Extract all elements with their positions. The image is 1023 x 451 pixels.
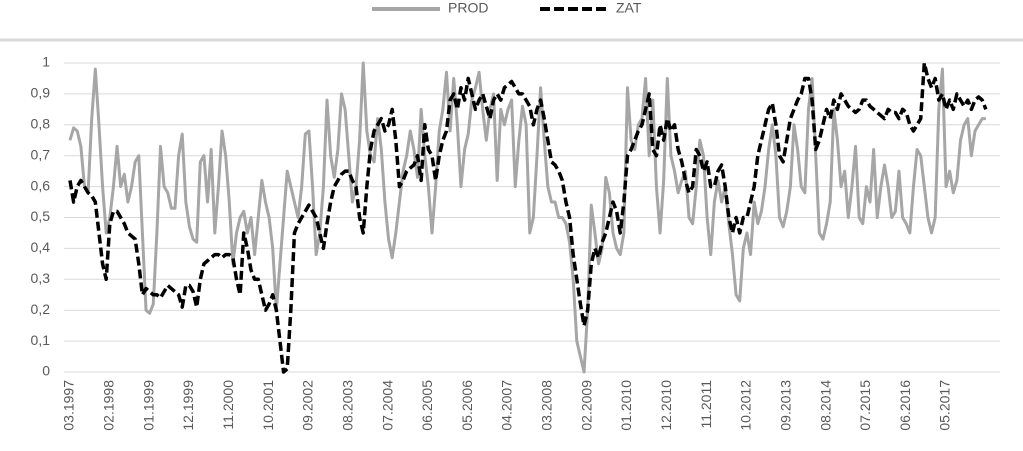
x-tick-label: 01.1999	[140, 380, 156, 431]
x-tick-label: 07.2015	[857, 380, 873, 431]
x-tick-label: 08.2014	[817, 380, 833, 431]
x-tick-label: 01.2010	[618, 380, 634, 431]
x-tick-label: 11.2000	[220, 380, 236, 430]
x-tick-label: 10.2012	[738, 380, 754, 431]
x-tick-label: 03.2008	[539, 380, 555, 431]
y-tick-label: 0,6	[31, 177, 51, 193]
series-line	[68, 61, 988, 374]
y-tick-label: 0,2	[31, 301, 51, 317]
x-tick-label: 09.2013	[777, 380, 793, 431]
legend-label: ZAT	[616, 0, 642, 16]
x-tick-label: 11.2011	[698, 380, 714, 429]
x-tick-label: 03.1997	[61, 380, 77, 431]
x-tick-label: 12.1999	[180, 380, 196, 431]
x-tick-label: 12.2010	[658, 380, 674, 431]
y-tick-label: 0,9	[31, 85, 51, 101]
y-tick-label: 0,4	[31, 239, 51, 255]
y-tick-label: 0,7	[31, 146, 51, 162]
x-tick-label: 09.2002	[300, 380, 316, 431]
y-tick-label: 0,1	[31, 332, 51, 348]
y-tick-label: 0,8	[31, 116, 51, 132]
x-tick-label: 02.2009	[578, 380, 594, 431]
y-tick-label: 0,5	[31, 208, 51, 224]
y-tick-label: 0	[42, 363, 50, 379]
x-tick-label: 10.2001	[260, 380, 276, 431]
x-tick-label: 05.2006	[459, 380, 475, 431]
x-tick-label: 06.2005	[419, 380, 435, 431]
x-tick-label: 06.2016	[897, 380, 913, 431]
x-tick-label: 07.2004	[379, 380, 395, 431]
y-tick-label: 0,3	[31, 270, 51, 286]
y-tick-label: 1	[42, 54, 50, 70]
x-tick-label: 02.1998	[101, 380, 117, 431]
x-tick-label: 08.2003	[339, 380, 355, 431]
series-line	[68, 61, 986, 374]
legend-label: PROD	[448, 0, 488, 16]
x-tick-label: 04.2007	[499, 380, 515, 431]
x-tick-label: 05.2017	[937, 380, 953, 431]
